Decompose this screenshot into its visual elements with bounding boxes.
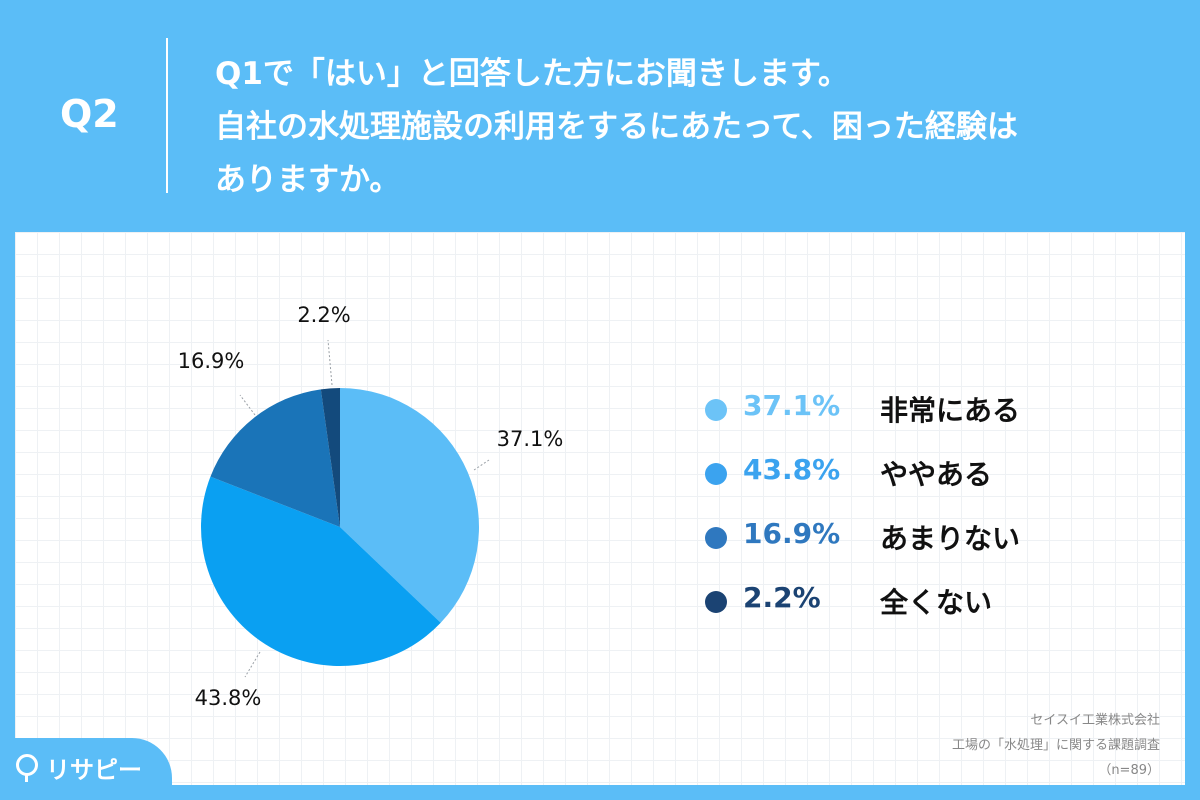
legend-percent: 2.2% — [743, 581, 821, 614]
question-line: Q1で「はい」と回答した方にお聞きします。 — [215, 56, 849, 92]
source-note: セイスイ工業株式会社 工場の「水処理」に関する課題調査 （n=89） — [952, 708, 1160, 783]
legend-percent: 37.1% — [743, 389, 841, 422]
pie-slice-somewhat — [201, 476, 441, 667]
legend-label: ややある — [880, 458, 993, 491]
leader-line — [473, 459, 490, 471]
legend-percent: 16.9% — [743, 517, 841, 550]
question-number: Q2 — [60, 92, 119, 136]
legend-percent: 43.8% — [743, 453, 841, 486]
pie-slice-never — [320, 388, 340, 527]
source-survey: 工場の「水処理」に関する課題調査 — [951, 738, 1160, 753]
question-line: 自社の水処理施設の利用をするにあたって、困った経験は — [215, 109, 1018, 145]
legend-swatch — [705, 463, 727, 485]
data-label: 16.9% — [178, 349, 245, 373]
question-text: Q1で「はい」と回答した方にお聞きします。 自社の水処理施設の利用をするにあたっ… — [215, 48, 1175, 207]
pie-slice-very-often — [340, 388, 479, 623]
data-label: 2.2% — [297, 303, 350, 327]
data-label: 37.1% — [497, 427, 564, 451]
header-divider — [166, 38, 168, 193]
legend-swatch — [705, 527, 727, 549]
leader-line — [327, 339, 333, 386]
sample-size: （n=89） — [1098, 763, 1160, 778]
leader-line — [244, 651, 261, 678]
legend-label: 非常にある — [880, 394, 1021, 427]
logo-text: リサピー — [46, 756, 142, 784]
question-line: ありますか。 — [215, 162, 401, 198]
header: Q2 Q1で「はい」と回答した方にお聞きします。 自社の水処理施設の利用をするに… — [0, 0, 1200, 230]
data-label: 43.8% — [195, 686, 262, 710]
leader-line — [239, 394, 256, 416]
legend-label: あまりない — [880, 522, 1021, 555]
pie-slice-rarely — [210, 389, 340, 527]
legend-label: 全くない — [880, 586, 993, 619]
legend-swatch — [705, 591, 727, 613]
legend-swatch — [705, 399, 727, 421]
pin-icon — [16, 754, 38, 782]
source-company: セイスイ工業株式会社 — [1030, 713, 1160, 728]
